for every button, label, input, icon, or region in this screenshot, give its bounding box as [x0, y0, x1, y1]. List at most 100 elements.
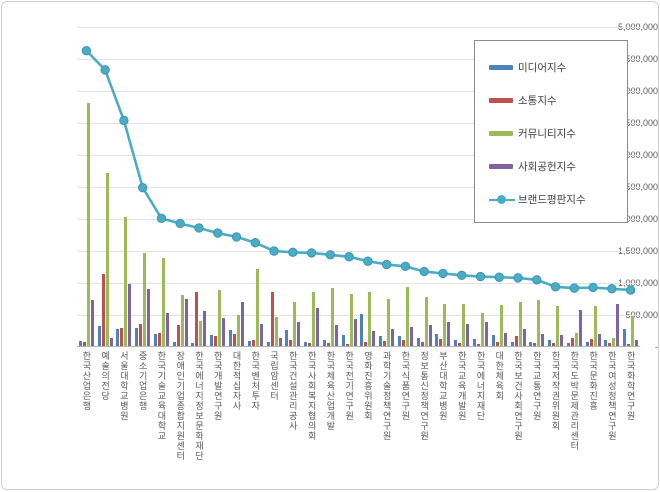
gridline	[77, 155, 640, 156]
line-point	[363, 256, 373, 266]
line-point	[81, 45, 92, 56]
bar	[458, 343, 462, 346]
legend-label: 미디어지수	[518, 62, 567, 74]
bar	[612, 337, 616, 346]
bar	[105, 173, 109, 346]
bar	[424, 297, 428, 346]
legend-swatch-community	[489, 131, 513, 136]
bar	[124, 216, 128, 346]
bar	[447, 321, 451, 346]
bar	[176, 324, 180, 346]
bar	[270, 291, 274, 346]
x-axis-label: 한국체육산업개발	[325, 351, 336, 431]
bar	[372, 330, 376, 346]
x-axis-label: 한국교육개발원	[456, 351, 467, 421]
bar	[172, 342, 176, 346]
legend: 미디어지수 소통지수 커뮤니티지수 사회공헌지수 브랜드평판지수	[474, 40, 628, 223]
bar	[266, 341, 270, 346]
bar	[353, 319, 357, 346]
line-point	[475, 271, 486, 282]
bar	[135, 328, 139, 346]
bar	[233, 334, 237, 346]
bar	[316, 308, 320, 346]
gridline	[77, 27, 640, 28]
bar	[97, 326, 101, 346]
line-point	[457, 270, 467, 281]
bar	[570, 338, 574, 346]
bar	[409, 326, 413, 346]
bar	[466, 324, 470, 346]
bar	[391, 328, 395, 346]
bar	[462, 304, 466, 346]
bar	[304, 342, 308, 346]
bar	[522, 329, 526, 346]
bar	[593, 305, 597, 346]
bar	[443, 304, 447, 346]
brand-index-line-layer	[81, 45, 636, 295]
legend-swatch-social	[489, 164, 513, 169]
line-point	[231, 232, 242, 242]
line-point	[119, 115, 129, 126]
gridline	[77, 219, 640, 220]
line-point	[269, 246, 279, 256]
bar	[635, 339, 639, 346]
bar	[247, 340, 251, 346]
bar	[199, 321, 203, 346]
x-axis-label: 한국교통연구원	[531, 351, 542, 421]
y-axis-label: 500,000	[625, 310, 658, 320]
x-axis-label: 한국화학연구원	[625, 351, 636, 421]
line-point	[250, 237, 260, 248]
bar	[578, 310, 582, 346]
bar	[420, 341, 424, 346]
x-axis-label: 대한적십자사	[231, 351, 242, 411]
line-point	[607, 284, 617, 294]
legend-label: 커뮤니티지수	[518, 128, 576, 140]
x-axis-line	[77, 346, 640, 347]
bar	[623, 329, 627, 346]
bar	[574, 333, 578, 346]
gridline	[77, 123, 640, 124]
bar	[147, 289, 151, 346]
y-axis-label: -	[655, 342, 658, 352]
bar	[533, 342, 537, 346]
bar	[349, 293, 353, 346]
bar	[529, 342, 533, 346]
bar	[439, 338, 443, 346]
x-axis-label: 한국에너지정보문화재단	[193, 351, 204, 461]
bar	[120, 328, 124, 346]
x-axis-label: 영화진흥위원회	[362, 351, 373, 421]
bar	[510, 341, 514, 346]
line-point	[588, 282, 598, 293]
bar	[383, 340, 387, 346]
legend-swatch-media	[489, 65, 513, 70]
bar	[86, 103, 90, 346]
bar	[218, 289, 222, 346]
legend-item-media-index: 미디어지수	[489, 51, 627, 84]
bar	[360, 314, 364, 346]
legend-item-social-contribution-index: 사회공헌지수	[489, 150, 627, 183]
bar	[499, 305, 503, 346]
line-point	[213, 228, 223, 238]
line-point	[100, 65, 110, 75]
line-point	[438, 268, 448, 279]
line-point	[569, 283, 580, 293]
x-axis-label: 한국에너지재단	[475, 351, 486, 421]
x-axis-label: 서울대학교병원	[118, 351, 129, 421]
bar	[210, 335, 214, 346]
line-point	[288, 247, 298, 257]
bar	[589, 338, 593, 346]
bar	[153, 334, 157, 346]
x-axis-label: 국립암센터	[269, 351, 280, 401]
bar	[326, 343, 330, 346]
x-axis-label: 한국건설관리공사	[287, 351, 298, 431]
x-axis-label: 한국보건사회연구원	[513, 351, 524, 441]
bar	[322, 339, 326, 346]
bar	[274, 316, 278, 346]
bar	[405, 287, 409, 346]
line-point	[550, 282, 561, 292]
bar	[503, 332, 507, 346]
bar	[435, 334, 439, 346]
legend-swatch-communication	[489, 98, 513, 103]
x-axis-label: 대한체육회	[494, 351, 505, 401]
